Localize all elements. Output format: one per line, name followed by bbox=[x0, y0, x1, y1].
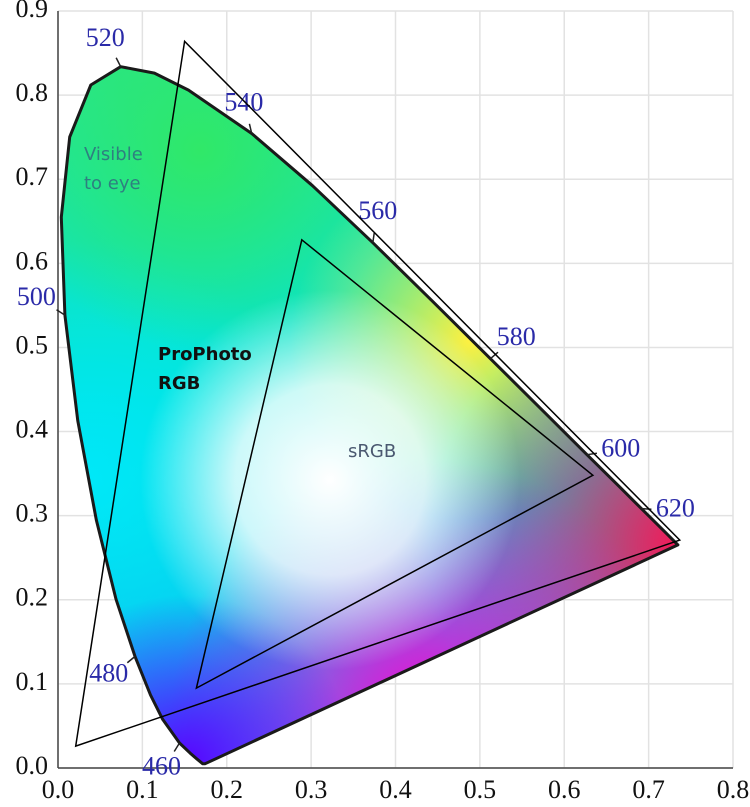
wavelength-label: 560 bbox=[358, 196, 397, 225]
wavelength-label: 580 bbox=[497, 322, 536, 351]
gamut-label: ProPhoto bbox=[158, 344, 252, 365]
x-tick-label: 0.7 bbox=[632, 775, 665, 804]
wavelength-label: 600 bbox=[601, 433, 640, 462]
y-tick-label: 0.3 bbox=[16, 499, 49, 528]
wavelength-tick bbox=[126, 655, 136, 664]
y-tick-label: 0.8 bbox=[16, 78, 49, 107]
x-tick-label: 0.5 bbox=[464, 775, 497, 804]
x-tick-label: 0.4 bbox=[379, 775, 412, 804]
spectral-locus bbox=[59, 65, 680, 766]
wavelength-tick bbox=[586, 452, 598, 456]
gamut-triangle bbox=[195, 238, 595, 690]
y-tick-label: 0.9 bbox=[16, 0, 49, 23]
y-tick-label: 0.0 bbox=[16, 751, 49, 780]
x-tick-label: 0.1 bbox=[126, 775, 159, 804]
wavelength-tick bbox=[173, 742, 181, 752]
y-tick-label: 0.6 bbox=[16, 246, 49, 275]
x-tick-label: 0.0 bbox=[42, 775, 75, 804]
y-tick-label: 0.4 bbox=[16, 415, 49, 444]
x-tick-label: 0.8 bbox=[717, 775, 750, 804]
wavelength-tick bbox=[372, 232, 375, 243]
wavelength-label: 520 bbox=[86, 23, 125, 52]
plot: 0.0 0.1 0.2 0.3 0.4 0.5 0.6 0.7 0.8 0.0 0.1 0.2 0.3 0… bbox=[16, 0, 750, 804]
y-tick-label: 0.5 bbox=[16, 330, 49, 359]
wavelength-tick bbox=[489, 351, 499, 360]
wavelength-label: 480 bbox=[89, 658, 128, 687]
gamut-label: RGB bbox=[158, 373, 200, 394]
y-tick-label: 0.2 bbox=[16, 583, 49, 612]
visible-label: to eye bbox=[84, 173, 141, 194]
wavelength-label: 500 bbox=[17, 282, 56, 311]
visible-label: Visible bbox=[84, 144, 143, 165]
x-tick-label: 0.6 bbox=[548, 775, 581, 804]
wavelength-label: 460 bbox=[142, 751, 181, 780]
y-tick-label: 0.7 bbox=[16, 162, 49, 191]
wavelength-tick bbox=[115, 57, 122, 68]
x-tick-label: 0.3 bbox=[295, 775, 328, 804]
wavelength-tick bbox=[248, 123, 253, 134]
x-tick-label: 0.2 bbox=[211, 775, 244, 804]
wavelength-tick bbox=[56, 309, 66, 316]
wavelength-label: 620 bbox=[656, 493, 695, 522]
y-tick-label: 0.1 bbox=[16, 667, 49, 696]
gamut-label: sRGB bbox=[348, 441, 396, 462]
gamut-triangle bbox=[74, 39, 682, 748]
